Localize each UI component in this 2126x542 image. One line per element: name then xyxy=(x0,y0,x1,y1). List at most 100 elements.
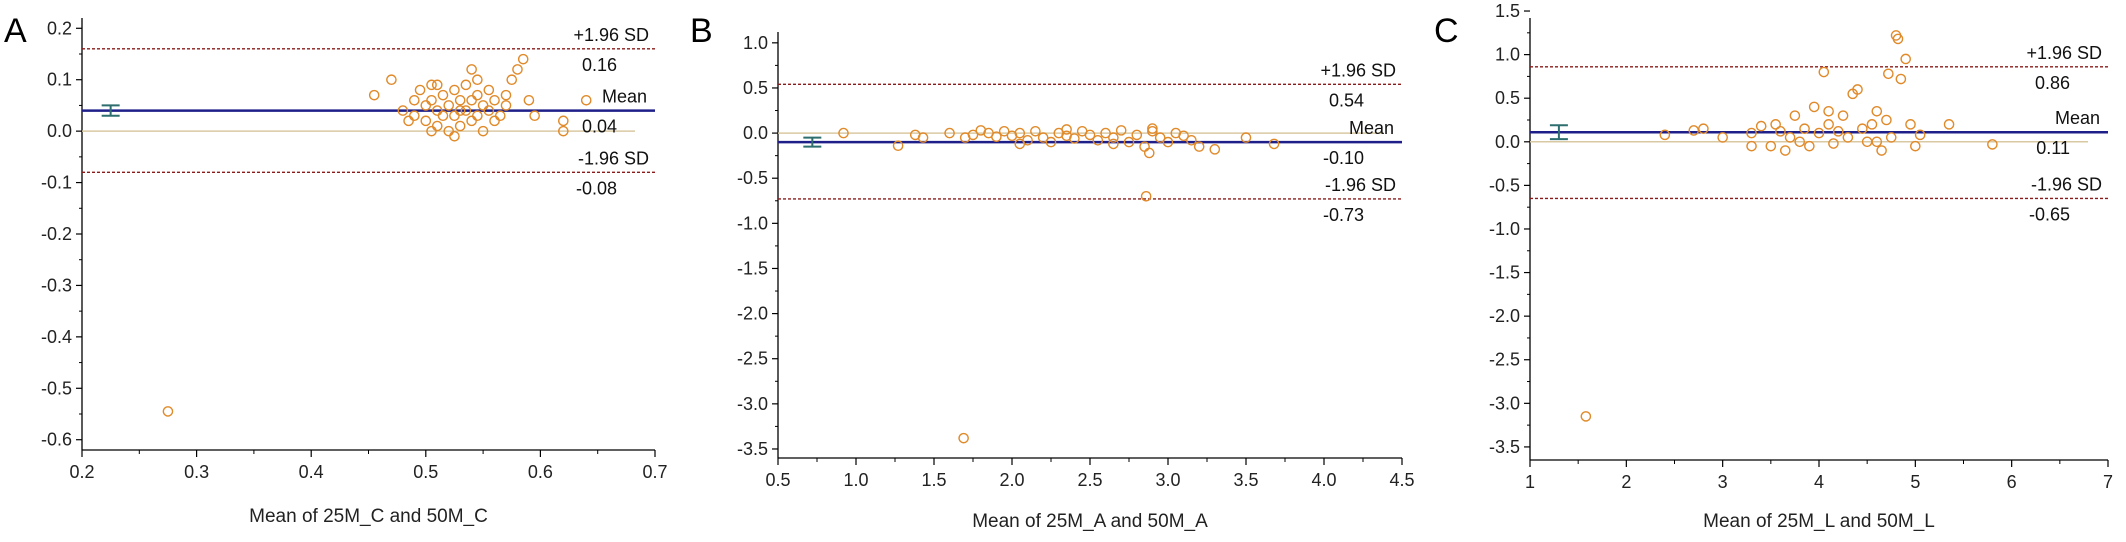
data-point xyxy=(1818,66,1830,78)
data-point xyxy=(1140,190,1152,202)
y-tick-label: 1.0 xyxy=(743,33,768,53)
x-tick-label: 5 xyxy=(1910,472,1920,492)
data-point xyxy=(1178,130,1189,142)
data-point xyxy=(454,94,466,106)
y-tick-label: 0.2 xyxy=(47,18,72,38)
y-tick-label: -0.2 xyxy=(41,224,72,244)
data-point xyxy=(437,89,449,101)
mean-value: -0.10 xyxy=(1323,148,1364,168)
data-point xyxy=(1900,53,1911,65)
data-point xyxy=(1866,119,1878,130)
data-point xyxy=(1871,136,1883,148)
data-point xyxy=(1115,125,1127,136)
x-tick-label: 3.0 xyxy=(1155,470,1180,490)
data-point xyxy=(1755,120,1767,132)
panel-c: C 1.5 1.0 0.5 0.0 -0.5 -1.0 -1.5 -2.0 -2.5 -3.0 -3.… xyxy=(1434,1,2113,532)
data-point xyxy=(1881,114,1892,126)
data-point xyxy=(426,79,437,91)
data-point xyxy=(1108,138,1119,150)
lower-loa-label: -1.96 SD xyxy=(1325,175,1396,195)
data-point xyxy=(1108,132,1119,143)
data-point xyxy=(431,79,443,91)
y-tick-label: -0.6 xyxy=(41,430,72,450)
data-point xyxy=(958,432,969,444)
data-point xyxy=(454,105,466,116)
y-tick-label: -0.5 xyxy=(41,378,72,398)
y-tick-label: -2.5 xyxy=(737,349,768,369)
data-point xyxy=(1842,132,1854,143)
data-point xyxy=(472,74,483,86)
x-tick-label: 1.0 xyxy=(843,470,868,490)
data-point xyxy=(1193,141,1205,152)
x-tick-label: 2 xyxy=(1621,472,1631,492)
upper-loa-value: 0.16 xyxy=(582,55,617,75)
data-point xyxy=(460,105,472,116)
y-tick-label: -0.4 xyxy=(41,327,72,347)
data-point xyxy=(1061,124,1072,135)
data-point xyxy=(477,100,489,111)
y-tick-label: -3.0 xyxy=(1489,393,1520,413)
data-point xyxy=(426,125,437,137)
data-point xyxy=(409,94,420,106)
data-point xyxy=(1828,138,1839,149)
x-axis-label: Mean of 25M_L and 50M_L xyxy=(1703,511,1935,532)
lower-loa-value: -0.73 xyxy=(1323,205,1364,225)
data-point xyxy=(1784,132,1796,143)
x-tick-label: 0.2 xyxy=(69,462,94,482)
data-point xyxy=(1892,33,1904,45)
data-point xyxy=(443,100,455,111)
y-tick-label: 0.0 xyxy=(47,121,72,141)
data-point xyxy=(1905,119,1916,130)
data-point xyxy=(1885,132,1897,143)
mean-label: Mean xyxy=(1349,118,1394,138)
x-tick-label: 0.3 xyxy=(184,462,209,482)
data-point xyxy=(1100,127,1111,139)
lower-loa-value: -0.65 xyxy=(2029,204,2070,224)
lower-loa-label: -1.96 SD xyxy=(2031,174,2102,194)
data-point xyxy=(1770,119,1781,130)
data-point xyxy=(1688,125,1700,136)
data-point xyxy=(500,89,512,101)
data-point xyxy=(1794,136,1806,148)
data-point xyxy=(1876,145,1887,156)
data-point xyxy=(1804,140,1815,152)
x-tick-label: 0.5 xyxy=(413,462,438,482)
data-point xyxy=(489,115,500,127)
data-point xyxy=(403,115,414,127)
y-tick-label: -3.5 xyxy=(737,439,768,459)
data-point xyxy=(580,94,592,106)
data-point xyxy=(892,140,904,152)
mean-label: Mean xyxy=(602,87,647,107)
data-point xyxy=(466,115,477,127)
data-point xyxy=(838,127,849,139)
x-tick-label: 4 xyxy=(1814,472,1824,492)
y-tick-label: -0.5 xyxy=(1489,175,1520,195)
y-tick-label: -3.5 xyxy=(1489,437,1520,457)
x-tick-label: 0.5 xyxy=(765,470,790,490)
upper-loa-value: 0.54 xyxy=(1329,90,1364,110)
data-point xyxy=(483,84,495,96)
mean-value: 0.11 xyxy=(2036,138,2070,158)
data-point xyxy=(454,120,466,132)
data-point xyxy=(1162,136,1174,148)
data-point xyxy=(1857,123,1868,135)
data-point xyxy=(1789,110,1801,121)
y-tick-label: -1.5 xyxy=(1489,263,1520,283)
data-point xyxy=(1037,132,1049,143)
data-point xyxy=(1014,138,1026,150)
x-tick-label: 6 xyxy=(2007,472,2017,492)
y-tick-label: -1.0 xyxy=(737,213,768,233)
data-point xyxy=(1659,129,1671,141)
data-point xyxy=(1775,126,1786,137)
lower-loa-value: -0.08 xyxy=(576,178,617,198)
data-point xyxy=(1779,145,1791,156)
y-tick-label: -0.1 xyxy=(41,173,72,193)
data-point xyxy=(420,100,432,111)
data-point xyxy=(1147,125,1158,137)
data-point xyxy=(1698,123,1709,135)
data-point xyxy=(449,130,460,142)
data-point xyxy=(512,64,523,75)
y-tick-label: -1.5 xyxy=(737,258,768,278)
data-point xyxy=(1092,135,1104,146)
y-tick-label: 0.5 xyxy=(743,78,768,98)
